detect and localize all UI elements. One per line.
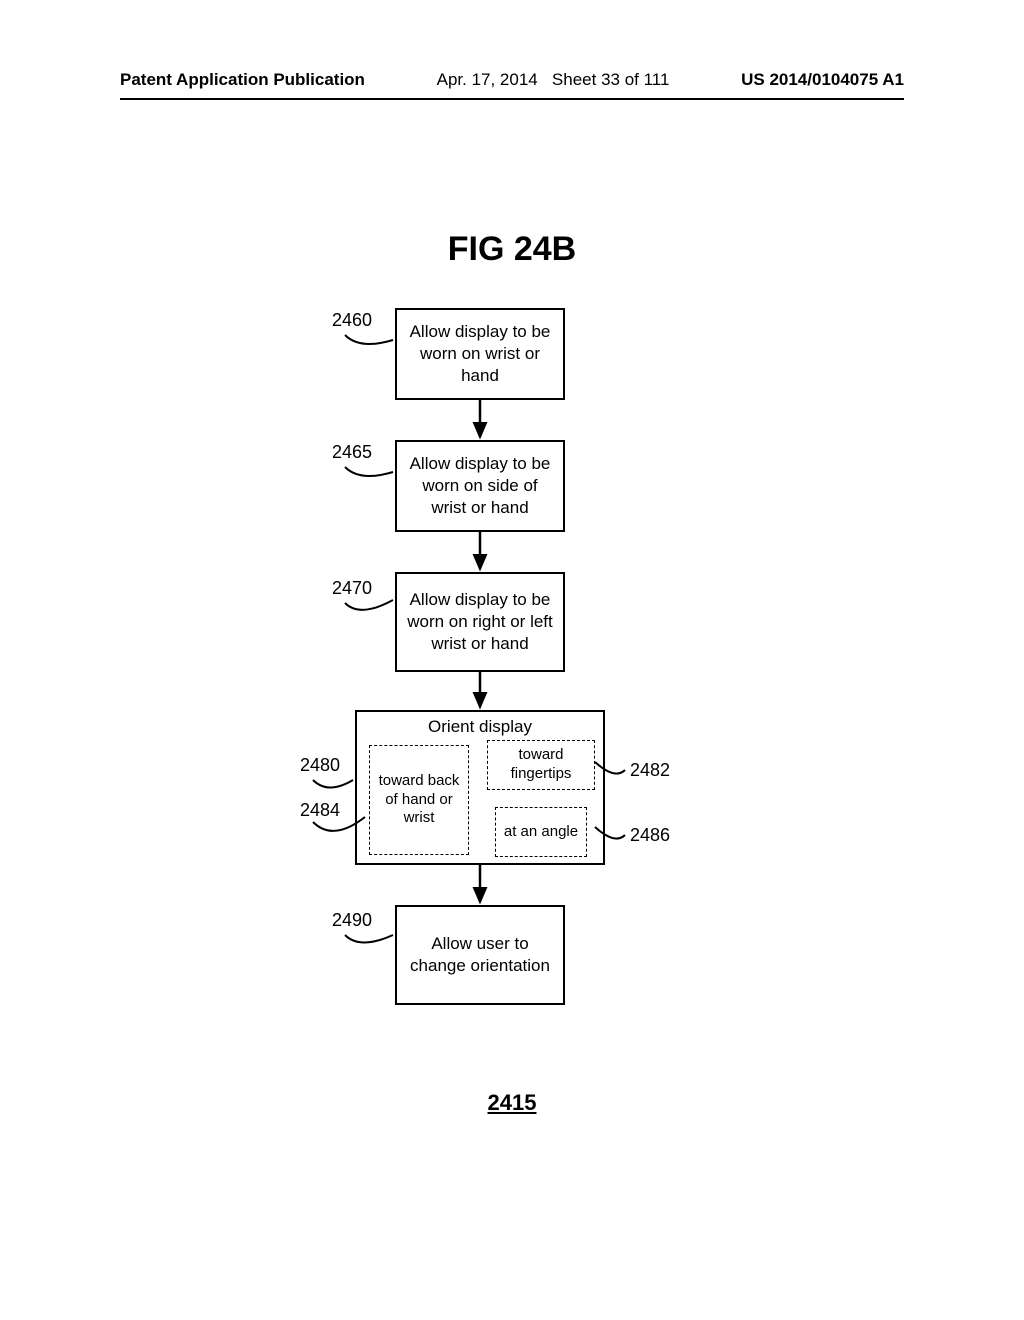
page-header: Patent Application Publication Apr. 17, …	[120, 70, 904, 90]
flow-box-2470: Allow display to be worn on right or lef…	[395, 572, 565, 672]
sub-2486-text: at an angle	[504, 823, 578, 842]
flow-box-2470-text: Allow display to be worn on right or lef…	[403, 589, 557, 655]
ref-2470: 2470	[332, 578, 372, 599]
flow-box-2490: Allow user to change orientation	[395, 905, 565, 1005]
header-date: Apr. 17, 2014	[437, 70, 538, 89]
figure-number: 2415	[0, 1090, 1024, 1116]
orient-title: Orient display	[357, 716, 603, 738]
header-rule	[120, 98, 904, 100]
header-publication: Patent Application Publication	[120, 70, 365, 90]
header-pubnum: US 2014/0104075 A1	[741, 70, 904, 90]
ref-2486: 2486	[630, 825, 670, 846]
ref-2460: 2460	[332, 310, 372, 331]
sub-box-2482: toward fingertips	[487, 740, 595, 790]
ref-2484: 2484	[300, 800, 340, 821]
flow-box-2465: Allow display to be worn on side of wris…	[395, 440, 565, 532]
ref-2480: 2480	[300, 755, 340, 776]
sub-2482-text: toward fingertips	[491, 746, 591, 784]
header-sheet: Sheet 33 of 111	[552, 70, 670, 89]
ref-2482: 2482	[630, 760, 670, 781]
sub-box-2484: toward back of hand or wrist	[369, 745, 469, 855]
figure-title: FIG 24B	[0, 230, 1024, 269]
flow-box-2460-text: Allow display to be worn on wrist or han…	[403, 321, 557, 387]
header-date-sheet: Apr. 17, 2014 Sheet 33 of 111	[437, 70, 670, 90]
sub-box-2486: at an angle	[495, 807, 587, 857]
ref-2490: 2490	[332, 910, 372, 931]
flow-box-2490-text: Allow user to change orientation	[403, 933, 557, 977]
flow-box-2480: Orient display toward back of hand or wr…	[355, 710, 605, 865]
flow-box-2460: Allow display to be worn on wrist or han…	[395, 308, 565, 400]
sub-2484-text: toward back of hand or wrist	[373, 772, 465, 828]
patent-page: Patent Application Publication Apr. 17, …	[0, 0, 1024, 1320]
ref-2465: 2465	[332, 442, 372, 463]
flow-box-2465-text: Allow display to be worn on side of wris…	[403, 453, 557, 519]
